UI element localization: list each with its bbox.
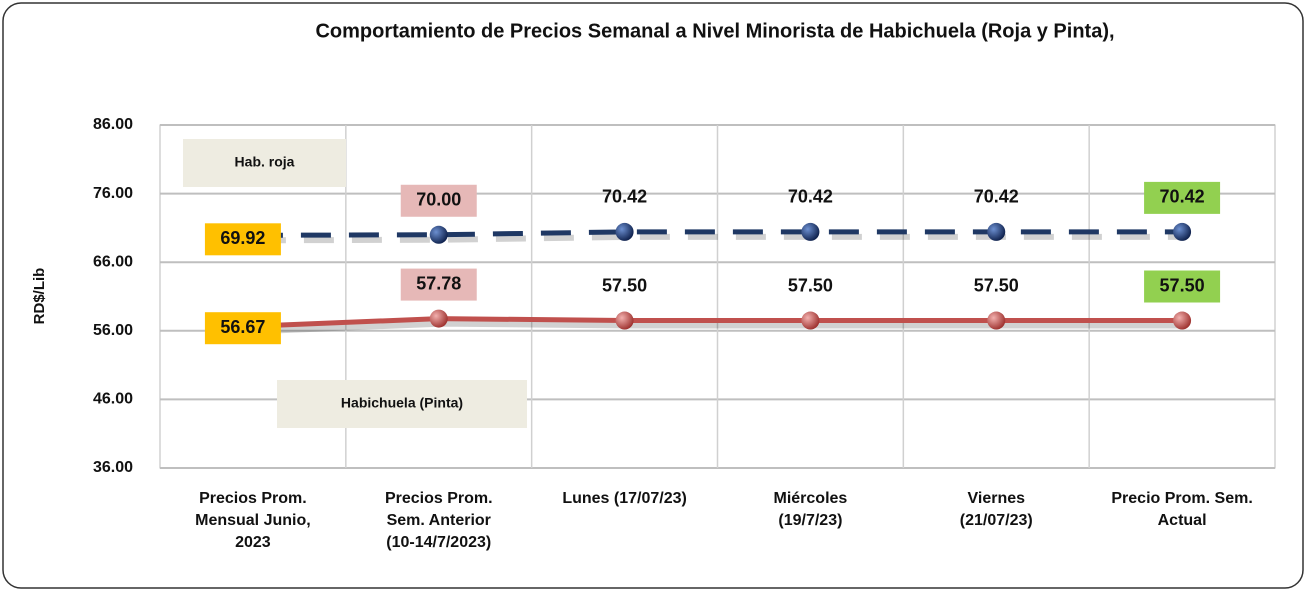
legend-box: [183, 139, 346, 187]
data-label: 57.50: [602, 275, 647, 295]
point: [615, 222, 634, 241]
legend-label: Habichuela (Pinta): [341, 395, 463, 411]
y-tick-label: 56.00: [93, 322, 133, 339]
data-label: 56.67: [220, 317, 265, 337]
x-tick-label: Precios Prom. Mensual Junio, 2023: [195, 490, 311, 551]
legend-label: Hab. roja: [235, 154, 295, 170]
point: [615, 311, 634, 330]
data-label-box: [400, 184, 477, 217]
data-label: 57.50: [974, 275, 1019, 295]
y-tick-label: 46.00: [93, 391, 133, 408]
x-tick-label: Viernes (21/07/23): [959, 490, 1033, 529]
data-label: 57.50: [1160, 275, 1205, 295]
point: [987, 311, 1006, 330]
y-tick-label: 86.00: [93, 116, 133, 133]
data-label-box: [400, 268, 477, 301]
line-shadow: [255, 233, 1186, 244]
data-label: 70.42: [974, 187, 1019, 207]
data-label: 70.42: [602, 187, 647, 207]
series-line: [252, 316, 1183, 329]
point: [801, 222, 820, 241]
data-label-box: [1144, 270, 1221, 303]
series-line: [252, 229, 1183, 238]
y-tick-label: 76.00: [93, 185, 133, 202]
data-label: 69.92: [220, 228, 265, 248]
point: [429, 309, 448, 328]
point: [1173, 222, 1192, 241]
y-tick-label: 66.00: [93, 253, 133, 270]
line-shadow: [255, 320, 1186, 335]
x-tick-label: Precio Prom. Sem. Actual: [1111, 490, 1253, 529]
data-label: 57.78: [416, 273, 461, 293]
data-label-box: [1144, 181, 1221, 214]
x-tick-label: Miércoles (19/7/23): [773, 490, 848, 529]
x-tick-label: Precios Prom. Sem. Anterior (10-14/7/202…: [384, 490, 493, 551]
data-label: 57.50: [788, 275, 833, 295]
x-tick-label: Lunes (17/07/23): [562, 490, 687, 507]
data-label-box: [204, 312, 281, 345]
point: [429, 225, 448, 244]
data-label: 70.00: [416, 190, 461, 210]
chart-title: Comportamiento de Precios Semanal a Nive…: [315, 20, 1114, 42]
y-axis-title: RD$/Lib: [31, 268, 48, 325]
point: [1173, 311, 1192, 330]
data-label: 70.42: [788, 187, 833, 207]
point: [987, 222, 1006, 241]
data-label: 70.42: [1160, 187, 1205, 207]
data-label-box: [204, 223, 281, 256]
y-tick-label: 36.00: [93, 459, 133, 476]
legend-box: [277, 380, 527, 428]
point: [801, 311, 820, 330]
